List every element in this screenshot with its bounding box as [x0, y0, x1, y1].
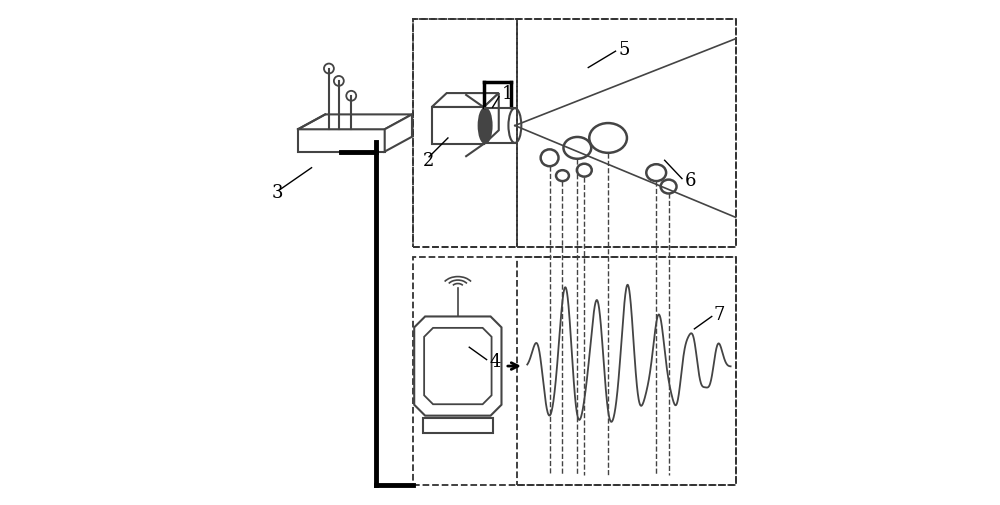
Text: 7: 7 — [713, 306, 725, 323]
Polygon shape — [432, 108, 484, 145]
Polygon shape — [484, 94, 499, 145]
Polygon shape — [432, 94, 499, 108]
Text: 6: 6 — [684, 172, 696, 190]
Polygon shape — [298, 115, 412, 130]
Text: 4: 4 — [489, 352, 500, 370]
Polygon shape — [298, 130, 385, 153]
Text: 1: 1 — [501, 85, 513, 103]
Text: 5: 5 — [618, 40, 629, 59]
Polygon shape — [385, 115, 412, 153]
Polygon shape — [423, 418, 493, 433]
Ellipse shape — [479, 109, 492, 143]
Text: 3: 3 — [272, 184, 283, 202]
Polygon shape — [424, 328, 492, 405]
Text: 2: 2 — [423, 152, 435, 170]
Polygon shape — [414, 317, 501, 416]
